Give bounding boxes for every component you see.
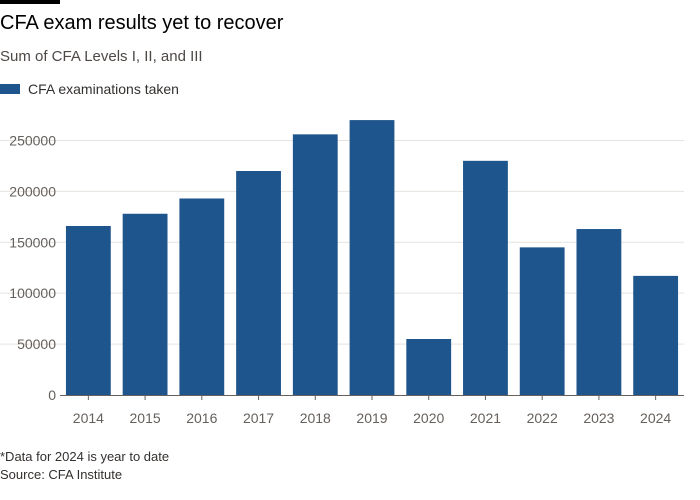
bar-2020 [406, 339, 452, 395]
footnote: *Data for 2024 is year to date [0, 449, 170, 464]
bar-2018 [292, 134, 338, 395]
y-tick-label: 200000 [9, 183, 56, 199]
bar-2021 [463, 160, 508, 395]
x-tick-label: 2019 [356, 410, 387, 426]
x-tick-label: 2023 [583, 410, 614, 426]
x-tick-label: 2022 [527, 410, 558, 426]
gridlines [0, 139, 684, 345]
x-tick-label: 2024 [640, 410, 671, 426]
y-tick-label: 0 [48, 387, 56, 403]
bar-2019 [349, 120, 395, 395]
y-tick-labels: 0 50000 100000 150000 200000 250000 [9, 132, 56, 403]
x-axis [60, 395, 684, 400]
y-tick-label: 250000 [9, 132, 56, 148]
bar-2015 [122, 213, 168, 395]
x-tick-labels: 2014 2015 2016 2017 2018 2019 2020 2021 2022 2023… [73, 410, 672, 426]
bar-2017 [236, 171, 281, 395]
y-tick-label: 150000 [9, 234, 56, 250]
source-note: Source: CFA Institute [0, 467, 123, 482]
x-tick-label: 2021 [470, 410, 501, 426]
bar-2024 [633, 275, 679, 395]
bars [65, 120, 679, 395]
bar-2022 [519, 247, 565, 395]
x-tick-label: 2018 [300, 410, 331, 426]
x-tick-label: 2015 [130, 410, 161, 426]
y-tick-label: 100000 [9, 285, 56, 301]
legend-swatch [0, 84, 20, 94]
x-tick-label: 2017 [243, 410, 274, 426]
top-accent-bar [0, 0, 60, 4]
bar-2023 [576, 229, 622, 395]
legend: CFA examinations taken [0, 80, 179, 98]
chart-title: CFA exam results yet to recover [0, 12, 284, 34]
bar-2014 [65, 225, 111, 395]
x-tick-label: 2020 [413, 410, 444, 426]
bar-2016 [179, 198, 225, 395]
x-tick-label: 2014 [73, 410, 104, 426]
chart-subtitle: Sum of CFA Levels I, II, and III [0, 48, 203, 65]
x-tick-label: 2016 [186, 410, 217, 426]
y-tick-label: 50000 [17, 336, 56, 352]
legend-label: CFA examinations taken [28, 81, 179, 97]
